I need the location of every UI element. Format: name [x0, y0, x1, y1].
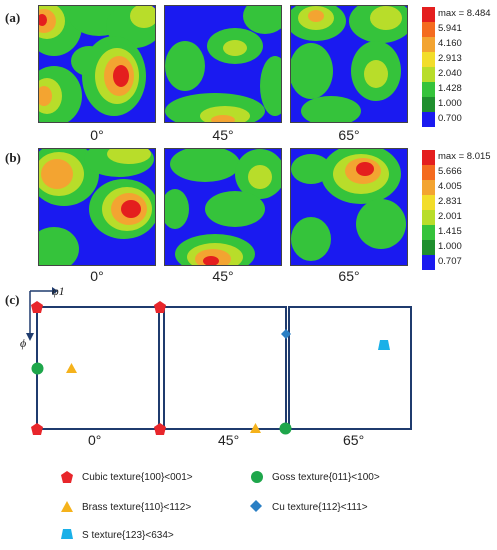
- scale-swatch: [422, 22, 435, 37]
- scale-swatch: [422, 195, 435, 210]
- scale-value: 5.941: [438, 23, 462, 34]
- legend-label: Brass texture{110}<112>: [82, 502, 192, 513]
- scale-value: 1.415: [438, 226, 462, 237]
- legend-label: Cu texture{112}<111>: [272, 502, 368, 513]
- scale-swatch: [422, 225, 435, 240]
- angle-label-c-65: 65°: [343, 432, 365, 448]
- scale-value: 0.700: [438, 113, 462, 124]
- odf-map-b-0: [38, 148, 156, 266]
- angle-label-b-45: 45°: [212, 268, 234, 284]
- brass-texture-marker: [250, 423, 261, 433]
- scale-swatch: [422, 255, 435, 270]
- angle-label-a-45: 45°: [212, 127, 234, 143]
- scale-swatch: [422, 112, 435, 127]
- scale-value: 1.000: [438, 98, 462, 109]
- scale-swatch: [422, 37, 435, 52]
- scale-value: 2.040: [438, 68, 462, 79]
- scale-value: max = 8.015: [438, 151, 491, 162]
- angle-label-b-0: 0°: [90, 268, 104, 284]
- scale-swatch: [422, 165, 435, 180]
- pentagon-icon: [61, 471, 73, 483]
- scale-value: 2.831: [438, 196, 462, 207]
- orientation-box-0: [36, 306, 160, 430]
- odf-map-a-45: [164, 5, 282, 123]
- panel-label-b: (b): [5, 150, 21, 165]
- scale-value: max = 8.484: [438, 8, 491, 19]
- angle-label-a-65: 65°: [338, 127, 360, 143]
- scale-swatch: [422, 52, 435, 67]
- scale-swatch: [422, 67, 435, 82]
- cubic-texture-marker: [154, 423, 166, 435]
- scale-value: 5.666: [438, 166, 462, 177]
- scale-value: 4.160: [438, 38, 462, 49]
- scale-swatch: [422, 97, 435, 112]
- color-scale-a: max = 8.484 5.941 4.160 2.913 2.040 1.42…: [422, 7, 491, 127]
- angle-label-b-65: 65°: [338, 268, 360, 284]
- orientation-box-45: [163, 306, 287, 430]
- angle-label-c-45: 45°: [218, 432, 240, 448]
- odf-map-a-65: [290, 5, 408, 123]
- triangle-icon: [61, 501, 73, 512]
- goss-texture-marker: [31, 362, 44, 375]
- angle-label-c-0: 0°: [88, 432, 102, 448]
- scale-swatch: [422, 7, 435, 22]
- circle-icon: [251, 471, 263, 483]
- color-scale-b: max = 8.015 5.666 4.005 2.831 2.001 1.41…: [422, 150, 491, 270]
- cubic-texture-marker: [31, 423, 43, 435]
- scale-swatch: [422, 150, 435, 165]
- scale-value: 4.005: [438, 181, 462, 192]
- cubic-texture-marker: [154, 301, 166, 313]
- cubic-texture-marker: [31, 301, 43, 313]
- axis-label-phi: ϕ: [20, 336, 27, 350]
- legend-label: Goss texture{011}<100>: [272, 472, 380, 483]
- panel-label-c: (c): [5, 292, 20, 307]
- scale-value: 2.001: [438, 211, 462, 222]
- odf-map-b-45: [164, 148, 282, 266]
- scale-swatch: [422, 82, 435, 97]
- legend-label: Cubic texture{100}<001>: [82, 472, 193, 483]
- scale-value: 1.428: [438, 83, 462, 94]
- orientation-box-65: [288, 306, 412, 430]
- scale-value: 2.913: [438, 53, 462, 64]
- odf-map-a-0: [38, 5, 156, 123]
- panel-label-a: (a): [5, 10, 21, 25]
- scale-swatch: [422, 210, 435, 225]
- scale-value: 1.000: [438, 241, 462, 252]
- angle-label-a-0: 0°: [90, 127, 104, 143]
- scale-value: 0.707: [438, 256, 462, 267]
- legend-label: S texture{123}<634>: [82, 530, 174, 541]
- scale-swatch: [422, 240, 435, 255]
- s-texture-marker: [378, 340, 390, 350]
- axis-label-phi1: φ1: [52, 284, 65, 298]
- diamond-icon: [250, 500, 262, 512]
- axis-arrows: [26, 287, 58, 341]
- scale-swatch: [422, 180, 435, 195]
- odf-map-b-65: [290, 148, 408, 266]
- trapezoid-icon: [61, 529, 73, 539]
- goss-texture-marker: [279, 422, 292, 435]
- cu-texture-marker: [281, 329, 291, 339]
- brass-texture-marker: [66, 363, 77, 373]
